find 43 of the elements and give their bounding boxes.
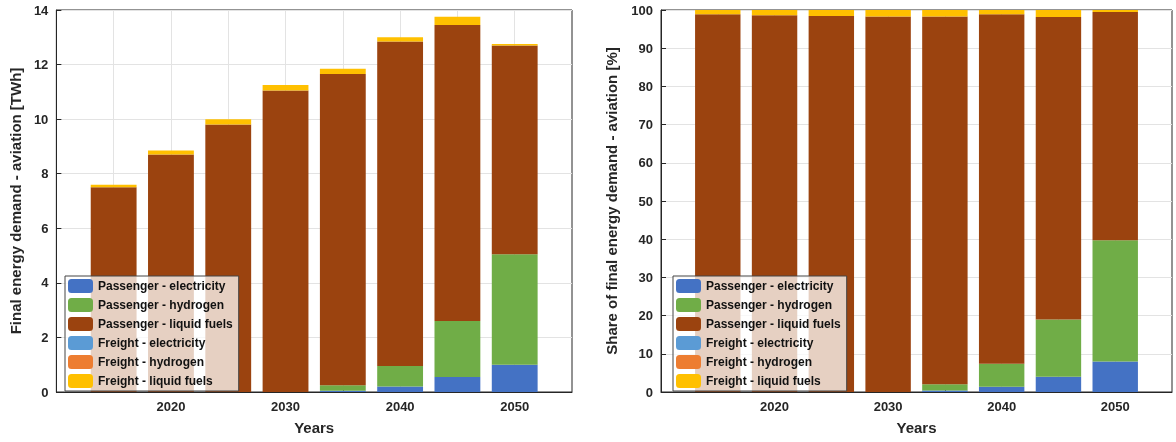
- y-tick-label: 6: [41, 220, 49, 236]
- x-axis-title: Years: [896, 419, 937, 436]
- y-tick-label: 10: [638, 346, 653, 362]
- y-tick-label: 8: [41, 166, 49, 182]
- x-tick-label: 2040: [987, 399, 1017, 414]
- legend-label: Freight - liquid fuels: [706, 374, 821, 388]
- y-tick-label: 70: [638, 117, 653, 133]
- y-tick-label: 90: [638, 40, 653, 56]
- x-axis-title: Years: [294, 419, 335, 436]
- y-tick-label: 0: [41, 384, 49, 400]
- legend-label: Passenger - electricity: [98, 279, 226, 293]
- y-tick-label: 40: [638, 231, 653, 247]
- y-tick-label: 80: [638, 78, 653, 94]
- legend-label: Passenger - hydrogen: [706, 298, 833, 312]
- y-tick-label: 10: [33, 111, 49, 127]
- legend-label: Freight - liquid fuels: [98, 374, 213, 388]
- legend-label: Passenger - liquid fuels: [706, 317, 842, 331]
- legend-label: Passenger - hydrogen: [98, 298, 225, 312]
- y-tick-label: 12: [33, 57, 49, 73]
- legend-label: Passenger - liquid fuels: [98, 317, 234, 331]
- legend-label: Freight - electricity: [98, 336, 206, 350]
- y-tick-label: 20: [638, 308, 653, 324]
- y-tick-label: 2: [41, 329, 49, 345]
- x-tick-label: 2030: [271, 399, 300, 414]
- y-tick-label: 50: [638, 193, 653, 209]
- x-tick-label: 2040: [385, 399, 415, 414]
- x-tick-label: 2050: [500, 399, 530, 414]
- x-tick-label: 2050: [1100, 399, 1130, 414]
- y-tick-label: 4: [41, 275, 50, 291]
- y-tick-label: 14: [33, 2, 50, 18]
- y-axis-title: Final energy demand - aviation [TWh]: [7, 67, 24, 335]
- legend-label: Freight - hydrogen: [98, 355, 204, 369]
- y-axis-title: Share of final energy demand - aviation [%]: [603, 47, 620, 355]
- y-tick-label: 60: [638, 155, 653, 171]
- legend-label: Freight - hydrogen: [706, 355, 812, 369]
- y-tick-label: 30: [638, 269, 653, 285]
- y-tick-label: 100: [631, 2, 653, 18]
- legend-label: Passenger - electricity: [706, 279, 834, 293]
- x-tick-label: 2030: [873, 399, 903, 414]
- x-tick-label: 2020: [156, 399, 186, 414]
- x-tick-label: 2020: [760, 399, 790, 414]
- legend-label: Freight - electricity: [706, 336, 814, 350]
- y-tick-label: 0: [645, 384, 653, 400]
